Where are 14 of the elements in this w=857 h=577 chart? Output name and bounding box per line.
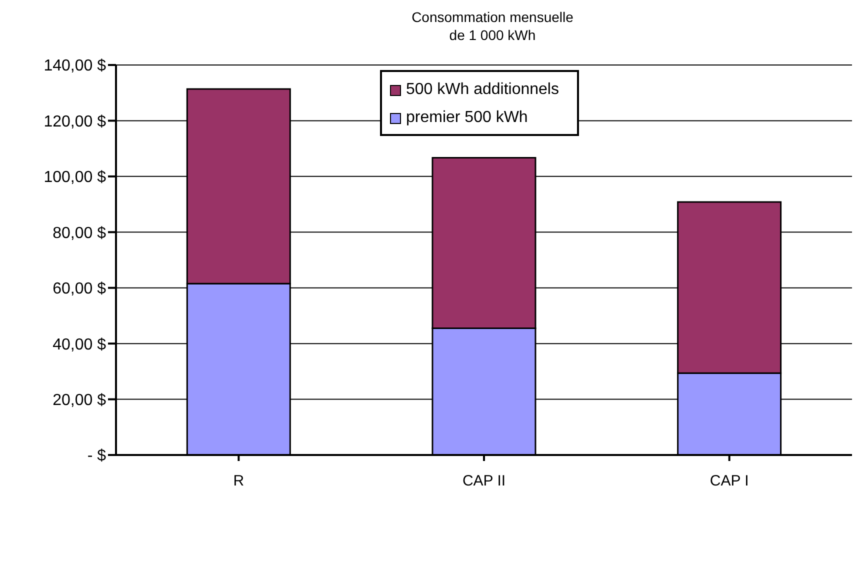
y-tick-label: 120,00 $: [44, 113, 106, 130]
chart-title: Consommation mensuelle de 1 000 kWh: [410, 8, 574, 44]
y-tick-label: 40,00 $: [52, 336, 106, 354]
x-tick-label: R: [233, 472, 244, 490]
y-tick-label: 80,00 $: [52, 224, 106, 242]
legend-label: 500 kWh additionnels: [406, 81, 559, 99]
legend-label: premier 500 kWh: [406, 109, 528, 127]
y-tick-label: 140,00 $: [44, 58, 106, 75]
y-tick-label: 20,00 $: [52, 392, 106, 409]
x-tick-label: CAP II: [462, 472, 506, 490]
x-tick-label: CAP I: [710, 472, 749, 490]
y-tick-label: 60,00 $: [52, 280, 106, 298]
y-tick-label: 100,00 $: [44, 169, 106, 186]
y-tick-label: - $: [87, 448, 106, 465]
